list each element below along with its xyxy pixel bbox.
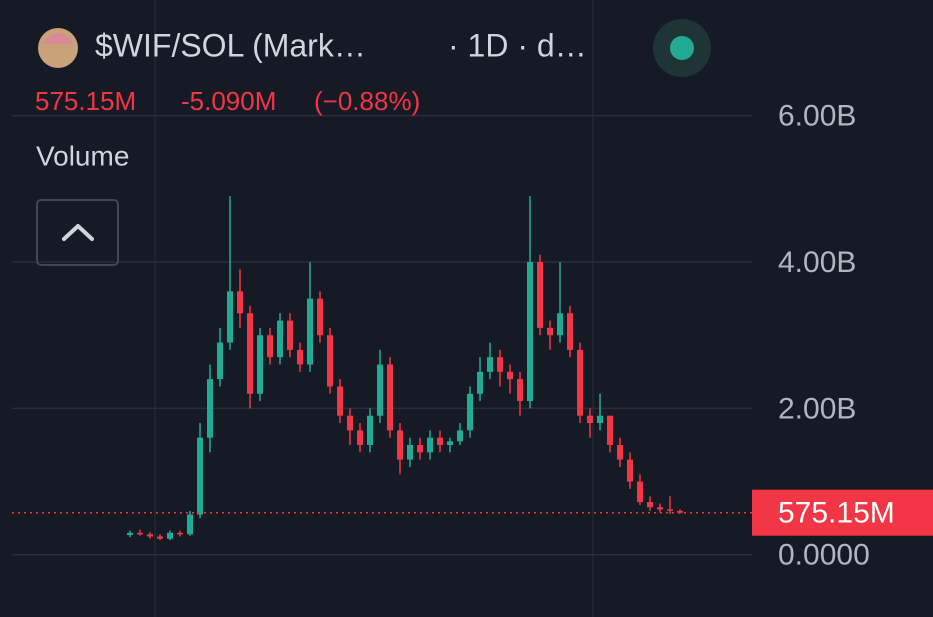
candle-body — [637, 481, 643, 503]
candle-body — [257, 335, 263, 394]
collapse-button[interactable] — [36, 199, 119, 266]
candle-body — [307, 298, 313, 365]
change-percent: (−0.88%) — [314, 86, 420, 116]
candle-body — [347, 415, 353, 431]
candle-body — [517, 379, 523, 402]
candle-body — [277, 320, 283, 358]
candle-body — [657, 507, 663, 510]
y-tick-label: 4.00B — [778, 246, 856, 279]
candle-body — [197, 437, 203, 515]
candle-body — [297, 349, 303, 365]
y-tick-label: 0.0000 — [778, 539, 870, 572]
candle-body — [647, 502, 653, 508]
candle-body — [437, 437, 443, 446]
candle-body — [167, 532, 173, 539]
candle-body — [387, 364, 393, 431]
candle-body — [577, 349, 583, 416]
change-value: -5.090M — [181, 86, 276, 116]
candle-body — [557, 313, 563, 336]
candle-body — [487, 357, 493, 372]
candle-body — [177, 532, 183, 535]
candle-body — [397, 430, 403, 460]
avatar-hat — [42, 33, 74, 44]
candle-body — [667, 509, 673, 511]
candle-body — [627, 459, 633, 482]
last-price-label: 575.15M — [778, 497, 895, 530]
candle-body — [597, 415, 603, 424]
status-dot — [670, 36, 694, 60]
last-price-box — [752, 489, 933, 536]
candle-body — [367, 415, 373, 446]
candle-body — [507, 371, 513, 380]
candle-body — [677, 510, 683, 513]
candle-body — [127, 532, 133, 536]
candle-body — [427, 437, 433, 453]
candle-body — [607, 415, 613, 446]
candle-body — [337, 386, 343, 416]
candle-body — [547, 327, 553, 336]
candle-body — [497, 357, 503, 372]
candle-body — [587, 415, 593, 424]
chart-title[interactable]: $WIF/SOL (Mark… — [95, 27, 366, 63]
last-value: 575.15M — [35, 86, 136, 116]
candle-body — [407, 445, 413, 460]
candle-body — [247, 313, 253, 394]
candle-body — [207, 379, 213, 438]
candle-body — [157, 536, 163, 539]
candle-body — [567, 313, 573, 350]
candle-body — [267, 335, 273, 358]
candle-body — [467, 393, 473, 431]
candle-body — [417, 445, 423, 453]
candle-body — [147, 534, 153, 537]
candle-body — [477, 371, 483, 394]
candle-body — [447, 441, 453, 446]
candle-body — [617, 445, 623, 460]
candle-body — [327, 335, 333, 387]
candle-body — [227, 291, 233, 343]
chart-interval[interactable]: · 1D · d… — [448, 27, 587, 63]
candle-body — [287, 320, 293, 350]
candle-body — [527, 262, 533, 402]
candle-body — [137, 532, 143, 535]
pane-label: Volume — [36, 140, 129, 171]
candle-body — [457, 430, 463, 442]
candle-body — [537, 262, 543, 328]
candle-body — [377, 364, 383, 416]
candle-body — [187, 514, 193, 535]
candle-body — [357, 430, 363, 446]
candle-body — [317, 298, 323, 336]
y-tick-label: 6.00B — [778, 100, 856, 133]
chevron-icon — [62, 224, 94, 241]
y-tick-label: 2.00B — [778, 392, 856, 425]
candle-body — [237, 291, 243, 314]
candle-body — [217, 342, 223, 380]
